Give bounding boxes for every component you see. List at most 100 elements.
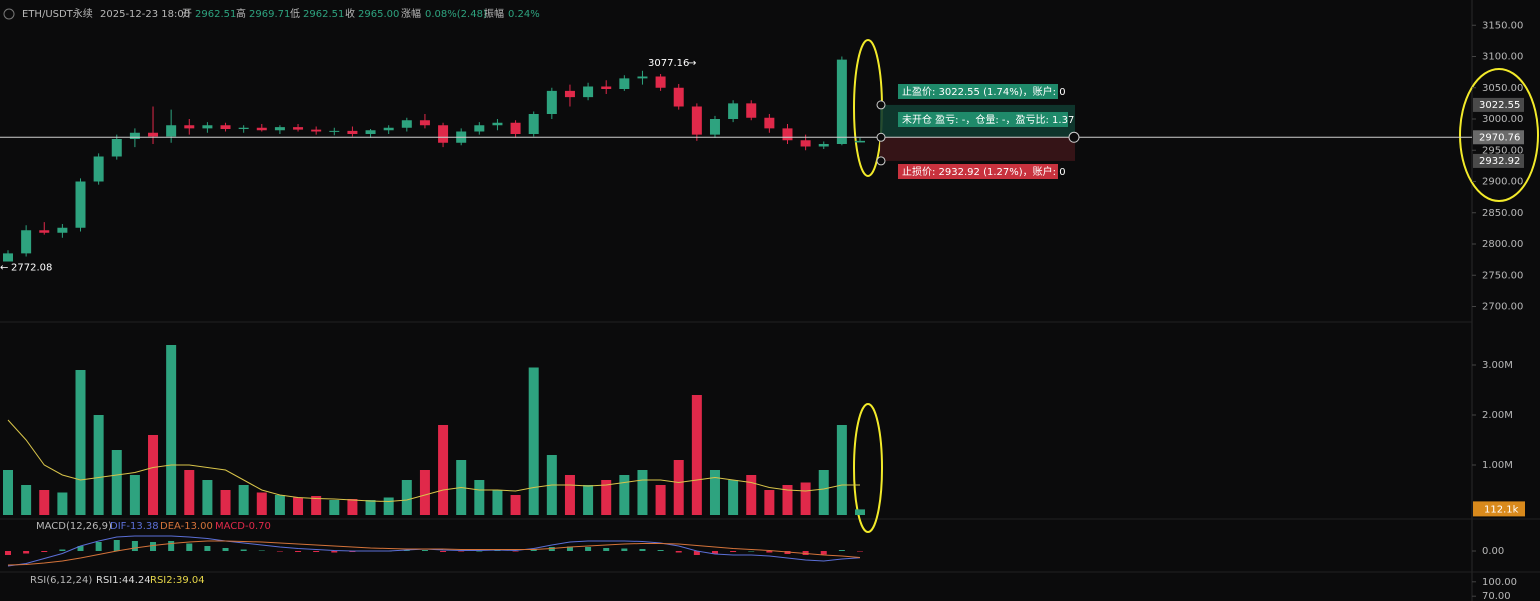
macd-bar [476,551,483,552]
volume-bar [818,470,829,515]
high-marker: 3077.16 [648,58,689,69]
volume-bar [129,475,140,515]
candle-body [166,125,177,137]
macd-bar [621,548,628,551]
y-tick-label: 3150.00 [1482,20,1523,31]
y-tick-label: 2700.00 [1482,302,1523,313]
macd-bar [857,551,863,552]
macd-bar [276,551,283,552]
volume-bar [764,490,775,515]
macd-bar [639,549,646,551]
macd-bar [820,551,827,555]
candle-body [93,156,104,182]
highlight-ellipse [1459,68,1539,202]
price-tag: 3022.55 [1479,100,1520,111]
candle-body [184,125,195,129]
macd-bar [313,551,320,552]
volume-bar [836,425,847,515]
y-tick-label: 0.00 [1482,546,1504,557]
candle-body [329,130,340,132]
volume-bar [93,415,104,515]
candle-body [238,127,249,129]
y-tick-label: 2850.00 [1482,208,1523,219]
volume-bar [274,495,285,515]
candle-body [655,76,666,88]
loss-zone [880,137,1075,161]
volume-bar [3,470,13,515]
volume-bar [220,490,231,515]
candle-body [492,122,503,126]
candle-body [691,106,702,135]
y-tick-label: 3.00M [1482,360,1513,371]
candle-body [3,253,13,262]
volume-bar [601,480,612,515]
y-tick-label: 3100.00 [1482,52,1523,63]
macd-bar [23,551,30,554]
macd-bar [222,548,229,551]
label: 涨幅 [401,7,421,20]
dea-label: DEA-13.00 [160,521,213,532]
volume-bar [365,500,376,515]
value: 2969.71 [249,9,290,20]
candle-body [764,117,775,129]
volume-bar [564,475,575,515]
position-label-box [898,164,1058,179]
candle-body [709,119,720,135]
macd-bar [766,551,773,553]
candle-body [855,140,865,143]
label: 振幅 [484,7,504,20]
collapse-icon[interactable] [3,8,15,20]
value: 0.08%(2.48) [425,9,487,20]
candle-body [383,127,394,131]
arrow: ← [0,262,8,273]
volume-bar [510,495,521,515]
handle [876,156,886,166]
volume-ma [7,419,860,503]
volume-bar [583,485,594,515]
volume-bar [673,460,684,515]
value: 0.24% [508,9,540,20]
macd-bar [458,551,465,552]
macd-bar [59,549,66,551]
rsi1-label: RSI1:44.24 [96,575,151,586]
y-tick-label: 3050.00 [1482,83,1523,94]
macd-bar [421,550,428,551]
candle-body [57,227,68,233]
value: 2962.51 [195,9,236,20]
candle-body [311,129,322,132]
macd-bar [603,548,610,551]
macd-bar [403,550,410,551]
macd-bar [168,541,175,551]
candle-body [419,120,430,126]
candle-body [129,132,140,139]
candle-body [728,103,739,119]
macd-bar [77,546,84,551]
indicator-name: MACD(12,26,9) [36,521,112,532]
volume-bar [419,470,430,515]
candle-body [347,130,358,134]
candle-body [583,86,594,98]
candle-body [619,78,630,89]
candle-body [546,90,557,114]
candle-body [510,122,521,134]
candle-body [274,127,285,131]
volume-bar [855,509,865,515]
volume-bar [57,492,68,515]
macd-bar [748,551,755,552]
label: 收 [345,7,355,20]
volume-bar [691,395,702,515]
macd-bar [186,543,193,551]
value: 2965.00 [358,9,399,20]
macd-bar [150,542,157,551]
candle-body [746,103,757,118]
arrow: → [688,58,696,69]
volume-bar [383,497,394,515]
macd-bar [113,540,120,551]
volume-bar [311,496,322,515]
label: 开 [182,9,192,20]
candle-body [637,76,648,79]
y-tick-label: 2900.00 [1482,177,1523,188]
volume-bar [637,470,648,515]
price-tag-box [1473,130,1524,145]
